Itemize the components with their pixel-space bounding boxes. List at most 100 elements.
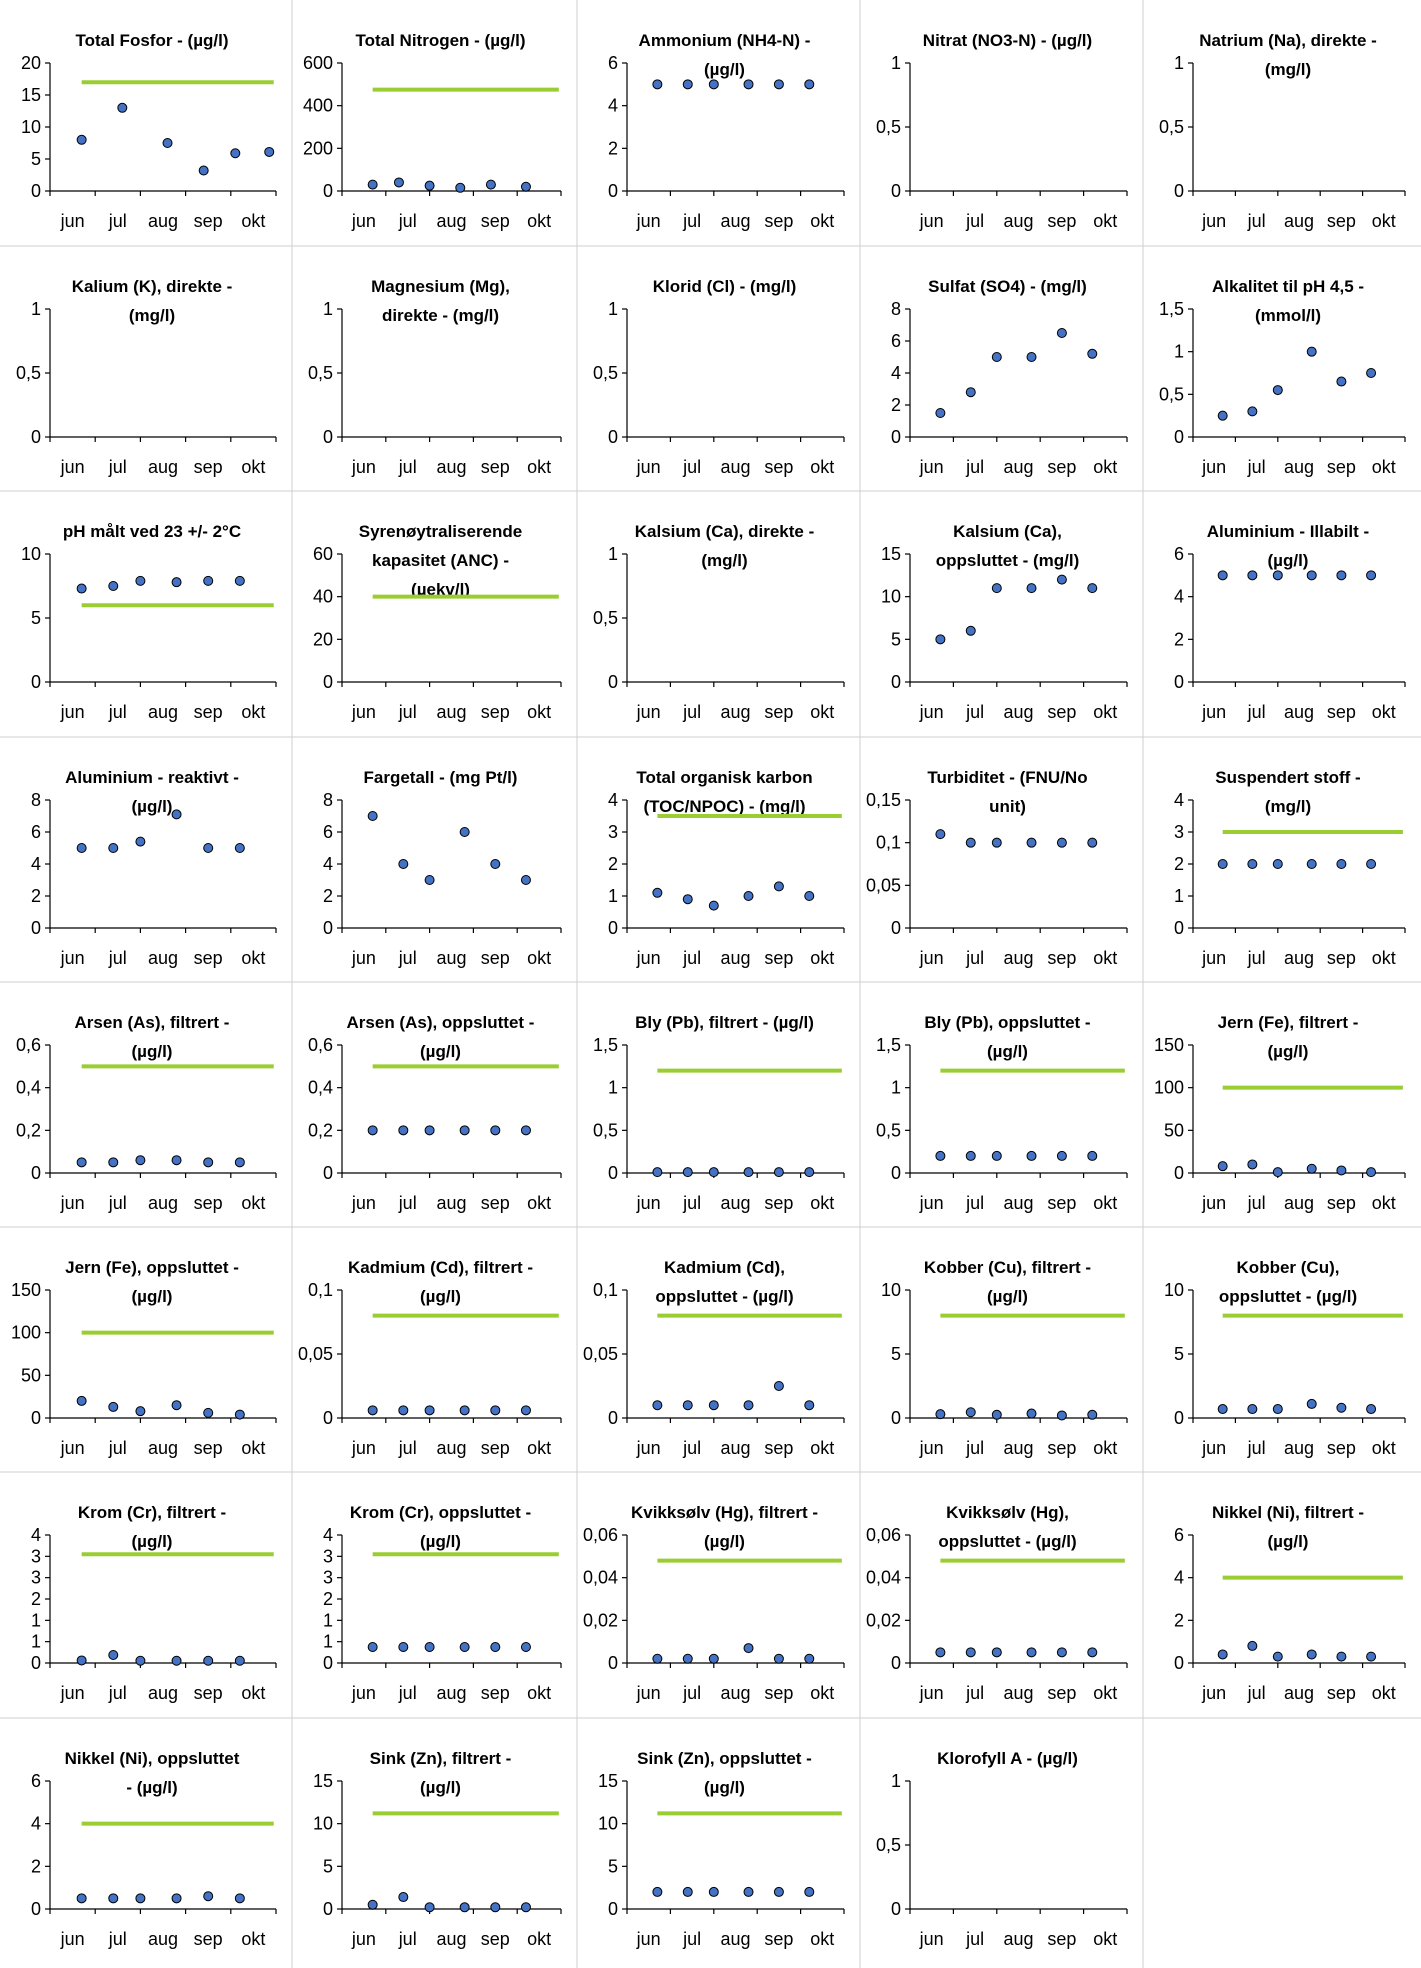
data-point <box>1247 406 1258 417</box>
chart-title: (µg/l) <box>704 60 745 79</box>
y-tick-label: 0 <box>608 918 618 938</box>
data-point <box>459 827 470 837</box>
y-tick-label: 0,06 <box>583 1525 618 1545</box>
data-point <box>1272 385 1283 396</box>
data-point <box>171 1155 182 1166</box>
x-tick-label: aug <box>1003 457 1033 477</box>
y-tick-label: 5 <box>1174 1344 1184 1364</box>
data-point <box>1087 348 1098 359</box>
chart-title: Kalsium (Ca), <box>953 522 1062 541</box>
x-tick-label: jun <box>351 702 376 722</box>
data-point <box>459 1902 470 1913</box>
x-tick-label: sep <box>481 1438 510 1458</box>
x-tick-label: jul <box>398 1438 417 1458</box>
chart-title: Natrium (Na), direkte - <box>1199 31 1377 50</box>
x-tick-label: aug <box>1003 948 1033 968</box>
chart-panel: Nikkel (Ni), oppsluttet - (µg/l) 0 2 4 6 jun ju… <box>0 1718 292 1964</box>
data-point <box>108 1401 119 1412</box>
chart-title: Kadmium (Cd), filtrert - <box>348 1258 533 1277</box>
y-tick-label: 1 <box>31 1610 41 1630</box>
y-tick-label: 15 <box>21 85 41 105</box>
x-tick-label: jun <box>60 1193 85 1213</box>
chart-svg: Kvikksølv (Hg), oppsluttet - (µg/l) 0 0,02 0… <box>866 1503 1128 1703</box>
chart-title: (µg/l) <box>132 1532 173 1551</box>
data-point <box>108 1650 119 1660</box>
data-point <box>76 843 87 853</box>
data-point <box>171 1655 182 1666</box>
x-tick-label: aug <box>720 1193 750 1213</box>
x-tick-label: jul <box>398 1193 417 1213</box>
y-tick-label: 0,05 <box>583 1344 618 1364</box>
x-tick-label: jun <box>636 1438 661 1458</box>
data-point <box>1026 583 1037 594</box>
data-point <box>708 1653 719 1664</box>
y-tick-label: 2 <box>608 138 618 158</box>
chart-title: (mg/l) <box>129 306 175 325</box>
x-tick-label: sep <box>481 1193 510 1213</box>
chart-panel: Ammonium (NH4-N) - (µg/l) 0 2 4 6 jun jul aug sep… <box>577 0 860 246</box>
y-tick-label: 5 <box>31 149 41 169</box>
data-point <box>367 1125 378 1136</box>
x-tick-label: aug <box>436 702 466 722</box>
data-point <box>965 625 976 636</box>
x-tick-label: jun <box>60 1438 85 1458</box>
chart-svg: Kalsium (Ca), direkte - (mg/l) 0 0,5 1 jun jul… <box>593 522 845 722</box>
y-tick-label: 0 <box>608 427 618 447</box>
x-tick-label: okt <box>241 1683 265 1703</box>
y-tick-label: 0 <box>1174 1163 1184 1183</box>
y-tick-label: 10 <box>313 1814 333 1834</box>
x-tick-label: aug <box>1003 1438 1033 1458</box>
y-tick-label: 6 <box>31 822 41 842</box>
data-point <box>773 79 784 90</box>
chart-title: Nikkel (Ni), oppsluttet <box>65 1749 240 1768</box>
y-tick-label: 3 <box>31 1546 41 1566</box>
y-tick-label: 0 <box>323 1408 333 1428</box>
y-tick-label: 20 <box>21 53 41 73</box>
x-tick-label: jun <box>636 1193 661 1213</box>
x-tick-label: sep <box>481 948 510 968</box>
x-tick-label: okt <box>1372 457 1396 477</box>
chart-title: Sulfat (SO4) - (mg/l) <box>928 277 1087 296</box>
chart-svg: Kalium (K), direkte - (mg/l) 0 0,5 1 jun jul au… <box>16 277 277 477</box>
y-tick-label: 3 <box>323 1546 333 1566</box>
x-tick-label: okt <box>810 211 834 231</box>
chart-panel: Nitrat (NO3-N) - (µg/l) 0 0,5 1 jun jul aug sep… <box>860 0 1143 246</box>
chart-svg: Klorofyll A - (µg/l) 0 0,5 1 jun jul aug sep okt <box>876 1749 1128 1949</box>
data-point <box>708 79 719 90</box>
data-point <box>1056 1150 1067 1161</box>
chart-title: Arsen (As), oppsluttet - <box>347 1013 535 1032</box>
chart-title: Bly (Pb), filtrert - (µg/l) <box>635 1013 814 1032</box>
x-tick-label: okt <box>241 1193 265 1213</box>
x-tick-label: sep <box>1327 702 1356 722</box>
x-tick-label: jul <box>965 211 984 231</box>
y-tick-label: 0 <box>323 1899 333 1919</box>
x-tick-label: jun <box>351 457 376 477</box>
x-tick-label: sep <box>764 702 793 722</box>
data-point <box>804 1886 815 1897</box>
x-tick-label: okt <box>1093 1929 1117 1949</box>
x-tick-label: jul <box>108 948 127 968</box>
data-point <box>171 1400 182 1411</box>
y-tick-label: 4 <box>608 790 618 810</box>
chart-panel: Jern (Fe), oppsluttet - (µg/l) 0 50 100 150 ju… <box>0 1227 292 1473</box>
data-point <box>743 79 754 90</box>
data-point <box>424 1125 435 1136</box>
y-tick-label: 0 <box>323 1653 333 1673</box>
y-tick-label: 2 <box>31 1589 41 1609</box>
x-tick-label: sep <box>1047 1193 1076 1213</box>
chart-title: Jern (Fe), filtrert - <box>1218 1013 1359 1032</box>
data-point <box>398 1642 409 1652</box>
y-tick-label: 0 <box>608 181 618 201</box>
x-tick-label: okt <box>1372 702 1396 722</box>
chart-svg: Bly (Pb), filtrert - (µg/l) 0 0,5 1 1,5 jun ju… <box>593 1013 845 1213</box>
y-tick-label: 100 <box>1154 1078 1184 1098</box>
y-tick-label: 6 <box>323 822 333 842</box>
chart-panel: Kvikksølv (Hg), filtrert - (µg/l) 0 0,02 0,0… <box>577 1472 860 1718</box>
chart-panel: Klorofyll A - (µg/l) 0 0,5 1 jun jul aug sep okt <box>860 1718 1143 1964</box>
chart-panel: Alkalitet til pH 4,5 - (mmol/l) 0 0,5 1 1,5 ju… <box>1143 246 1421 492</box>
chart-svg: Arsen (As), filtrert - (µg/l) 0 0,2 0,4 0,6 ju… <box>16 1013 277 1213</box>
x-tick-label: jul <box>398 211 417 231</box>
y-tick-label: 0 <box>31 672 41 692</box>
y-tick-label: 10 <box>881 587 901 607</box>
chart-svg: Nikkel (Ni), oppsluttet - (µg/l) 0 2 4 6 jun ju… <box>31 1749 277 1949</box>
